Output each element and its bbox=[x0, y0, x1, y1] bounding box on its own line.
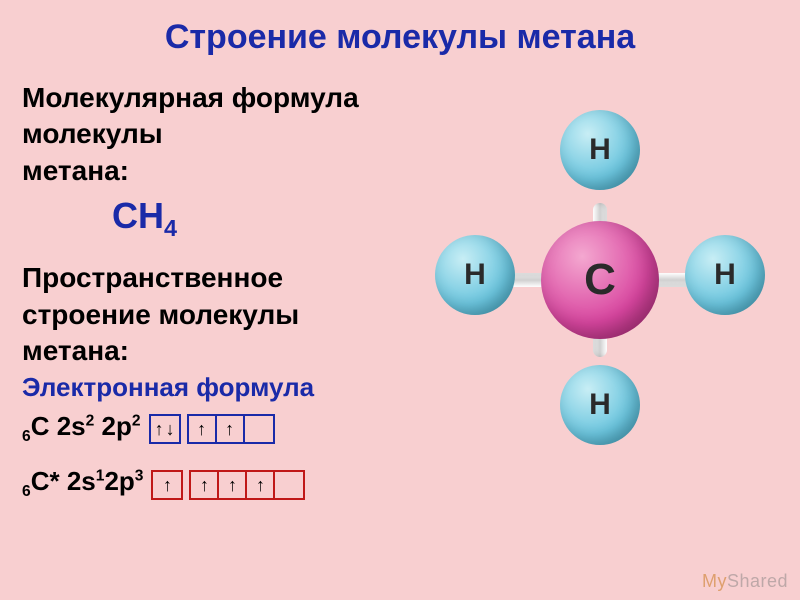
left-column: Молекулярная формула молекулы метана: СН… bbox=[22, 80, 442, 500]
subtitle-line1: Молекулярная формула молекулы bbox=[22, 82, 359, 149]
excited-orbital-group bbox=[151, 470, 305, 500]
molecular-formula-label: Молекулярная формула молекулы метана: bbox=[22, 80, 442, 189]
spatial-line2: строение молекулы bbox=[22, 299, 299, 330]
hydrogen-atom: H bbox=[560, 365, 640, 445]
spatial-line1: Пространственное bbox=[22, 262, 283, 293]
watermark: MyShared bbox=[702, 571, 788, 592]
excited-shell-p: 2p bbox=[104, 466, 134, 496]
ground-sup1: 2 bbox=[86, 412, 95, 429]
hydrogen-atom: H bbox=[685, 235, 765, 315]
page-title: Строение молекулы метана bbox=[0, 0, 800, 57]
ground-orbital-group bbox=[149, 414, 275, 444]
orbital-cell bbox=[217, 416, 245, 442]
excited-s-orbital bbox=[151, 470, 183, 500]
formula-base: СН bbox=[112, 195, 164, 236]
electron-label-text: Электронная формула bbox=[22, 372, 314, 402]
ground-state-row: 6С 2s2 2p2 bbox=[22, 413, 442, 445]
methane-molecule-diagram: CHHHH bbox=[440, 115, 760, 445]
hydrogen-atom: H bbox=[560, 110, 640, 190]
excited-p-orbital bbox=[189, 470, 305, 500]
watermark-my: My bbox=[702, 571, 727, 591]
formula-sub: 4 bbox=[164, 215, 177, 241]
molecular-formula: СН4 bbox=[112, 195, 442, 242]
ground-p-orbital bbox=[187, 414, 275, 444]
title-text: Строение молекулы метана bbox=[165, 18, 635, 56]
watermark-shared: Shared bbox=[727, 571, 788, 591]
orbital-cell bbox=[153, 472, 181, 498]
electron-formula-label: Электронная формула bbox=[22, 372, 442, 403]
excited-state-row: 6С* 2s12p3 bbox=[22, 468, 442, 500]
excited-sup2: 3 bbox=[135, 468, 144, 485]
orbital-cell bbox=[189, 416, 217, 442]
ground-shell-p: 2p bbox=[94, 411, 132, 441]
orbital-cell bbox=[247, 472, 275, 498]
hydrogen-atom: H bbox=[435, 235, 515, 315]
orbital-cell bbox=[219, 472, 247, 498]
excited-state-config: 6С* 2s12p3 bbox=[22, 468, 143, 500]
ground-state-config: 6С 2s2 2p2 bbox=[22, 413, 141, 445]
orbital-cell bbox=[275, 472, 303, 498]
ground-s-orbital bbox=[149, 414, 181, 444]
excited-shell-s: 2s bbox=[60, 466, 96, 496]
excited-prefix-sub: 6 bbox=[22, 484, 31, 501]
ground-sup2: 2 bbox=[132, 412, 141, 429]
orbital-cell bbox=[245, 416, 273, 442]
excited-element: С* bbox=[31, 466, 60, 496]
spatial-structure-label: Пространственное строение молекулы метан… bbox=[22, 260, 442, 369]
ground-element: С bbox=[31, 411, 50, 441]
carbon-atom: C bbox=[541, 221, 659, 339]
orbital-cell bbox=[191, 472, 219, 498]
orbital-cell bbox=[151, 416, 179, 442]
spatial-line3: метана: bbox=[22, 335, 129, 366]
subtitle-line2: метана: bbox=[22, 155, 129, 186]
ground-prefix-sub: 6 bbox=[22, 428, 31, 445]
ground-shell-s: 2s bbox=[49, 411, 85, 441]
